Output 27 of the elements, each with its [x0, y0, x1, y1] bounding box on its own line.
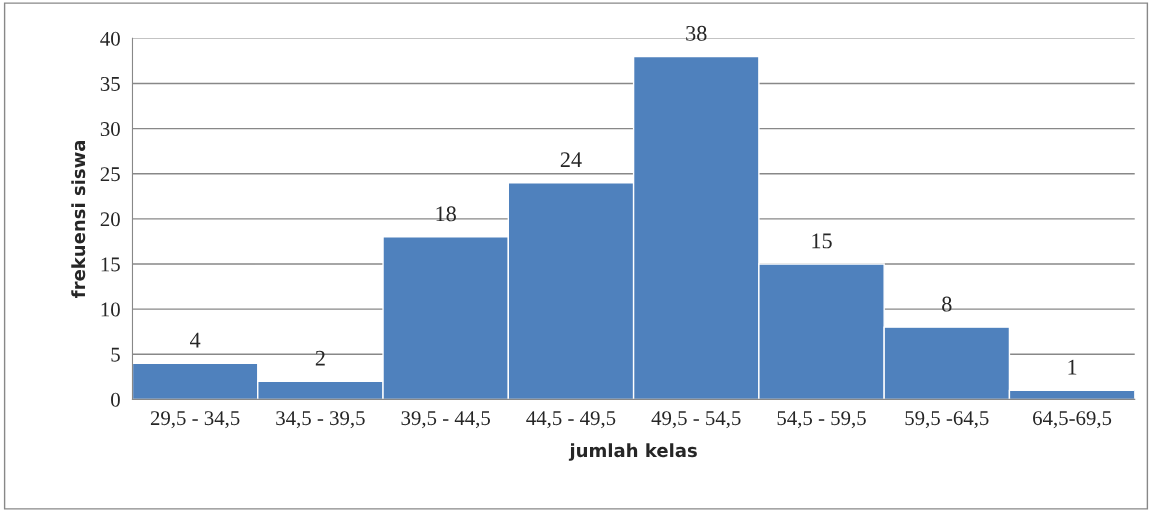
x-tick-label: 39,5 - 44,5 [401, 411, 490, 429]
data-label: 2 [315, 350, 325, 366]
x-tick-label: 29,5 - 34,5 [150, 411, 240, 429]
y-tick-label: 10 [101, 302, 120, 317]
x-tick-label: 64,5-69,5 [1033, 411, 1112, 429]
y-tick-label: 15 [101, 257, 120, 272]
y-axis-title: frekuensi siswa [71, 140, 86, 298]
x-tick-label: 59,5 -64,5 [905, 411, 989, 429]
data-label: 8 [942, 296, 952, 312]
data-label: 24 [560, 152, 582, 167]
y-tick-label: 0 [111, 392, 120, 407]
data-label: 15 [812, 233, 832, 249]
y-tick-label: 5 [111, 347, 120, 362]
y-tick-label: 35 [100, 76, 120, 91]
data-label: 4 [190, 332, 201, 348]
x-tick-label: 49,5 - 54,5 [651, 411, 741, 429]
x-tick-label: 54,5 - 59,5 [777, 411, 866, 429]
data-label: 18 [436, 206, 456, 222]
x-tick-label: 34,5 - 39,5 [276, 411, 365, 429]
y-tick-label: 25 [100, 167, 120, 182]
y-tick-label: 40 [100, 31, 120, 46]
data-label: 1 [1068, 359, 1077, 375]
x-tick-label: 44,5 - 49,5 [526, 411, 616, 429]
x-axis-title: jumlah kelas [568, 443, 697, 461]
y-tick-label: 30 [100, 122, 120, 137]
data-label: 38 [686, 25, 707, 41]
y-tick-label: 20 [100, 212, 120, 227]
